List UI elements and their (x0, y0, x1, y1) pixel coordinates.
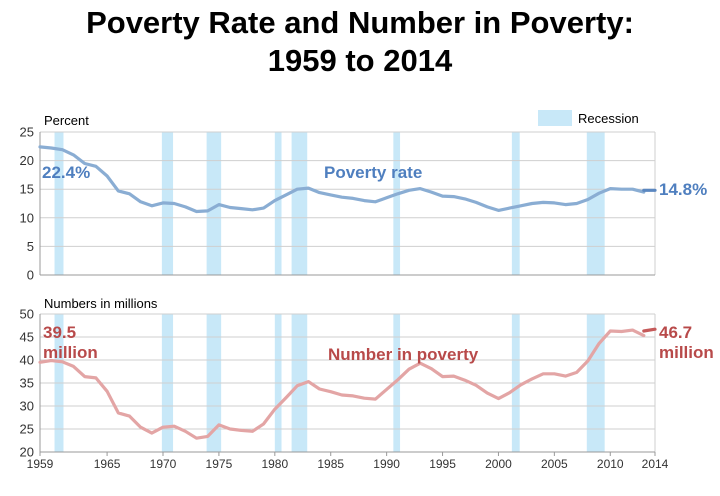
y-tick-label-top-20: 20 (20, 153, 34, 168)
bottom-y-axis-label: Numbers in millions (44, 296, 158, 311)
recession-band-top-7 (586, 132, 605, 275)
x-tick-label-2014: 2014 (642, 457, 669, 471)
axes: 0 5 10 15 20 25 20 25 30 35 40 45 50 1959 1965 1970 1975… (20, 125, 669, 472)
x-tick-label-1975: 1975 (206, 457, 233, 471)
poverty-rate-start-label: 22.4% (42, 163, 90, 182)
x-tick-label-1980: 1980 (261, 457, 288, 471)
x-tick-label-2010: 2010 (597, 457, 624, 471)
recession-band-top-0 (54, 132, 64, 275)
chart-title: Poverty Rate and Number in Poverty: 1959… (0, 4, 720, 80)
poverty-rate-series-label: Poverty rate (324, 163, 422, 182)
legend: Recession (538, 110, 639, 126)
title-line-2: 1959 to 2014 (267, 43, 453, 78)
x-tick-label-1985: 1985 (317, 457, 344, 471)
y-tick-label-top-10: 10 (20, 210, 34, 225)
y-tick-label-top-25: 25 (20, 125, 34, 140)
y-tick-label-top-15: 15 (20, 182, 34, 197)
y-tick-label-bottom-50: 50 (20, 307, 34, 322)
x-tick-label-1990: 1990 (373, 457, 400, 471)
legend-recession-label: Recession (578, 111, 639, 126)
y-tick-label-bottom-30: 30 (20, 399, 34, 414)
y-tick-label-bottom-45: 45 (20, 330, 34, 345)
y-tick-label-bottom-40: 40 (20, 353, 34, 368)
number-start-value-label: 39.5 (43, 323, 76, 342)
y-tick-label-top-0: 0 (27, 268, 34, 283)
recession-band-top-6 (511, 132, 520, 275)
number-end-unit-label: million (659, 343, 714, 362)
y-tick-label-top-5: 5 (27, 239, 34, 254)
y-tick-label-bottom-25: 25 (20, 422, 34, 437)
number-in-poverty-2014-segment (642, 327, 657, 333)
y-tick-label-bottom-35: 35 (20, 376, 34, 391)
x-tick-label-2000: 2000 (485, 457, 512, 471)
recession-band-top-2 (206, 132, 222, 275)
number-in-poverty-series-label: Number in poverty (328, 345, 479, 364)
recession-band-top-5 (393, 132, 401, 275)
title-line-1: Poverty Rate and Number in Poverty: (86, 5, 634, 40)
x-tick-label-1970: 1970 (150, 457, 177, 471)
number-end-value-label: 46.7 (659, 323, 692, 342)
recession-band-top-4 (291, 132, 308, 275)
number-start-unit-label: million (43, 343, 98, 362)
top-y-axis-label: Percent (44, 113, 89, 128)
legend-recession-swatch (538, 110, 572, 126)
x-tick-label-1995: 1995 (429, 457, 456, 471)
y-tick-label-bottom-20: 20 (20, 445, 34, 460)
x-tick-label-1965: 1965 (94, 457, 121, 471)
x-tick-label-2005: 2005 (541, 457, 568, 471)
recession-band-top-3 (274, 132, 282, 275)
series-lines (38, 145, 657, 440)
x-tick-label-1959: 1959 (27, 457, 54, 471)
poverty-rate-end-label: 14.8% (659, 180, 707, 199)
